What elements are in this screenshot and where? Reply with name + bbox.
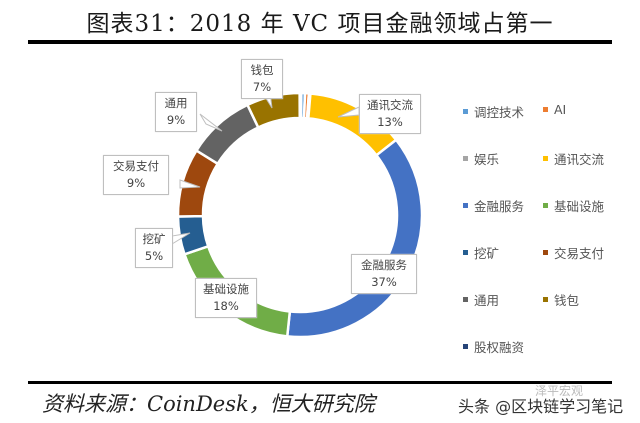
label-infra: 基础设施 18%	[195, 278, 257, 318]
legend-item: 通讯交流	[543, 149, 604, 168]
legend-label: 通讯交流	[554, 152, 605, 167]
legend-label: 股权融资	[474, 340, 525, 355]
legend-item: 钱包	[543, 290, 579, 309]
legend-swatch-icon	[463, 344, 468, 349]
legend-item: 金融服务	[463, 196, 524, 215]
label-wallet-name: 钱包	[250, 63, 274, 77]
legend-swatch-icon	[543, 250, 548, 255]
label-mining-pct: 5%	[144, 249, 164, 263]
legend-label: 金融服务	[474, 199, 525, 214]
legend-item: 交易支付	[543, 243, 604, 262]
label-wallet: 钱包 7%	[241, 59, 283, 99]
donut-slice	[285, 138, 424, 339]
legend-item: 基础设施	[543, 196, 604, 215]
label-trade-name: 交易支付	[113, 159, 159, 173]
legend-swatch-icon	[463, 297, 468, 302]
donut-slice	[298, 91, 303, 120]
label-finance-pct: 37%	[371, 275, 397, 289]
legend-item: 娱乐	[463, 149, 499, 168]
chart-title: 图表31：2018 年 VC 项目金融领域占第一	[86, 11, 554, 37]
legend-label: 钱包	[554, 293, 580, 308]
legend-swatch-icon	[463, 156, 468, 161]
label-comm-name: 通讯交流	[367, 98, 413, 112]
label-general-pct: 9%	[166, 113, 186, 127]
legend-item: AI	[543, 102, 566, 117]
donut-slice	[194, 103, 260, 166]
label-infra-pct: 18%	[213, 299, 239, 313]
faint-watermark: 泽平宏观	[535, 384, 584, 398]
legend-swatch-icon	[463, 250, 468, 255]
label-comm: 通讯交流 13%	[359, 94, 421, 134]
label-finance: 金融服务 37%	[351, 254, 417, 294]
legend-label: 调控技术	[474, 105, 525, 120]
legend-item: 调控技术	[463, 102, 524, 121]
legend-item: 挖矿	[463, 243, 499, 262]
legend-item: 股权融资	[463, 337, 524, 356]
label-mining-name: 挖矿	[142, 232, 166, 246]
legend-label: 通用	[474, 293, 500, 308]
legend-item: 通用	[463, 290, 499, 309]
legend-swatch-icon	[543, 156, 548, 161]
watermark: 头条 @区块链学习笔记	[458, 397, 624, 416]
legend-label: 交易支付	[554, 246, 605, 261]
legend-label: 基础设施	[554, 199, 605, 214]
top-rule	[28, 40, 612, 44]
legend-swatch-icon	[543, 297, 548, 302]
label-infra-name: 基础设施	[203, 282, 249, 296]
label-general-name: 通用	[164, 96, 188, 110]
legend-swatch-icon	[463, 109, 468, 114]
legend-label: 挖矿	[474, 246, 500, 261]
label-trade-pct: 9%	[126, 176, 146, 190]
legend-swatch-icon	[543, 203, 548, 208]
label-general: 通用 9%	[155, 92, 197, 132]
label-trade: 交易支付 9%	[103, 155, 169, 195]
legend-label: AI	[554, 102, 567, 117]
bottom-rule	[28, 381, 612, 384]
source-note: 资料来源：CoinDesk，恒大研究院	[42, 392, 375, 416]
label-finance-name: 金融服务	[361, 258, 407, 272]
label-wallet-pct: 7%	[252, 80, 272, 94]
label-mining: 挖矿 5%	[135, 228, 173, 268]
legend-swatch-icon	[463, 203, 468, 208]
label-comm-pct: 13%	[377, 115, 403, 129]
legend-label: 娱乐	[474, 152, 500, 167]
legend-swatch-icon	[543, 107, 548, 112]
